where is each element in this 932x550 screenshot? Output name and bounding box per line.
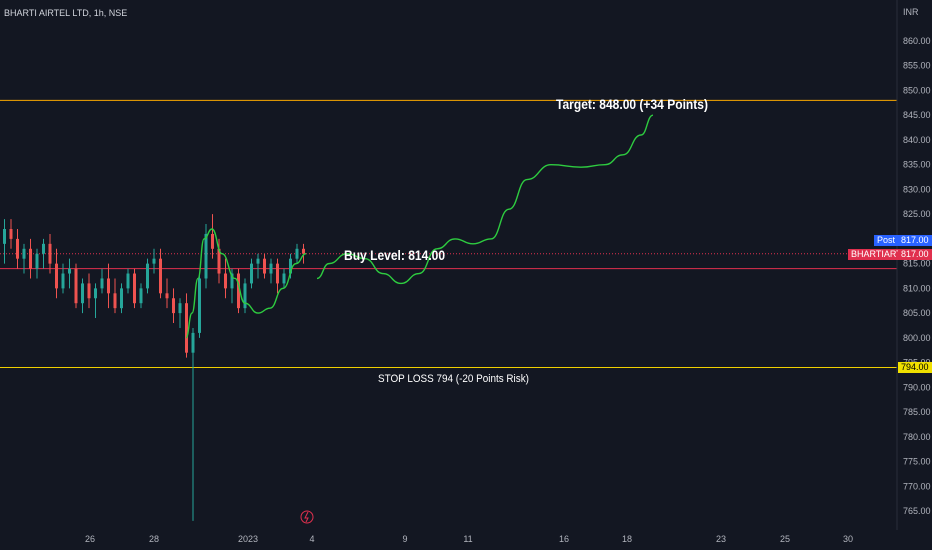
candle	[81, 278, 84, 314]
candle	[243, 278, 247, 314]
y-tick-label: 800.00	[903, 333, 931, 343]
candle	[217, 238, 221, 284]
x-tick-label: 2023	[238, 534, 258, 544]
candle	[133, 268, 136, 309]
currency-label: INR	[903, 7, 919, 17]
candle	[48, 233, 52, 274]
candle	[74, 263, 78, 309]
candle	[9, 219, 13, 249]
rally-curve-path	[185, 228, 307, 339]
candle	[139, 283, 143, 309]
candle	[185, 293, 188, 358]
candle	[3, 219, 6, 264]
y-tick-label: 770.00	[903, 481, 931, 491]
candle	[68, 258, 71, 289]
y-tick-label: 780.00	[903, 432, 931, 442]
x-tick-label: 9	[402, 534, 407, 544]
candle	[172, 288, 175, 323]
candle	[94, 283, 97, 319]
y-tick-label: 830.00	[903, 184, 931, 194]
x-tick-label: 30	[843, 534, 853, 544]
y-tick-label: 855.00	[903, 61, 931, 71]
candle	[55, 248, 58, 299]
x-tick-label: 4	[309, 534, 314, 544]
candle	[204, 224, 208, 289]
y-tick-label: 765.00	[903, 506, 931, 516]
candle	[126, 268, 130, 294]
x-tick-label: 11	[463, 534, 472, 544]
x-tick-label: 18	[622, 534, 632, 544]
candle	[22, 243, 26, 274]
candle	[35, 248, 39, 279]
candle	[100, 268, 104, 294]
candle	[120, 283, 123, 314]
candle	[250, 258, 253, 289]
stop-annotation: STOP LOSS 794 (-20 Points Risk)	[378, 373, 529, 385]
y-tick-label: 850.00	[903, 85, 931, 95]
y-tick-label: 805.00	[903, 308, 931, 318]
candle	[42, 238, 45, 269]
symbol-value-tag: 817.00	[898, 249, 932, 260]
candle	[295, 243, 299, 264]
y-axis: 860.00 855.00 850.00 845.00 840.00 835.00 830.…	[896, 0, 931, 530]
y-tick-label: 775.00	[903, 457, 931, 467]
y-tick-label: 845.00	[903, 110, 931, 120]
x-tick-label: 25	[780, 534, 790, 544]
candle	[269, 258, 273, 284]
candle	[230, 268, 234, 304]
candle	[191, 327, 195, 521]
candle	[211, 214, 214, 259]
symbol-label-tag: BHARTIARTL	[848, 249, 910, 260]
projection-curve	[316, 114, 654, 285]
x-tick-label: 28	[149, 534, 159, 544]
post-value-tag: 817.00	[898, 235, 932, 246]
x-tick-label: 23	[716, 534, 726, 544]
symbol-header: BHARTI AIRTEL LTD, 1h, NSE	[4, 8, 128, 18]
x-tick-label: 26	[85, 534, 95, 544]
y-tick-label: 825.00	[903, 209, 931, 219]
y-tick-label: 785.00	[903, 407, 931, 417]
candle	[29, 238, 32, 279]
candle	[165, 278, 169, 309]
candle	[198, 273, 201, 338]
candle	[152, 248, 156, 274]
candle	[282, 268, 286, 289]
post-label-tag: Post	[874, 235, 899, 246]
candle	[146, 258, 149, 294]
buy-annotation: Buy Level: 814.00	[344, 247, 446, 263]
y-tick-label: 835.00	[903, 160, 931, 170]
candle	[237, 268, 240, 314]
y-tick-label: 810.00	[903, 283, 931, 293]
candle	[263, 253, 266, 279]
candlesticks	[3, 214, 305, 521]
candle	[276, 258, 279, 294]
x-tick-label: 16	[559, 534, 569, 544]
y-tick-label: 790.00	[903, 382, 931, 392]
y-tick-label: 815.00	[903, 259, 931, 269]
event-icon[interactable]	[300, 510, 314, 524]
candle	[159, 248, 162, 299]
candle	[302, 243, 305, 264]
x-axis: 26 28 2023 4 9 11 16 18 23 25 30	[85, 534, 853, 544]
candle	[224, 258, 227, 299]
stop-value-tag: 794.00	[898, 362, 932, 373]
candle	[178, 298, 182, 328]
target-annotation: Target: 848.00 (+34 Points)	[556, 96, 709, 112]
price-levels	[0, 99, 897, 369]
candle	[113, 278, 117, 314]
candle	[16, 229, 19, 269]
y-tick-label: 860.00	[903, 36, 931, 46]
y-tick-label: 840.00	[903, 135, 931, 145]
candle	[256, 253, 260, 279]
candle	[87, 273, 91, 309]
candle	[61, 263, 65, 294]
candle	[107, 263, 110, 309]
